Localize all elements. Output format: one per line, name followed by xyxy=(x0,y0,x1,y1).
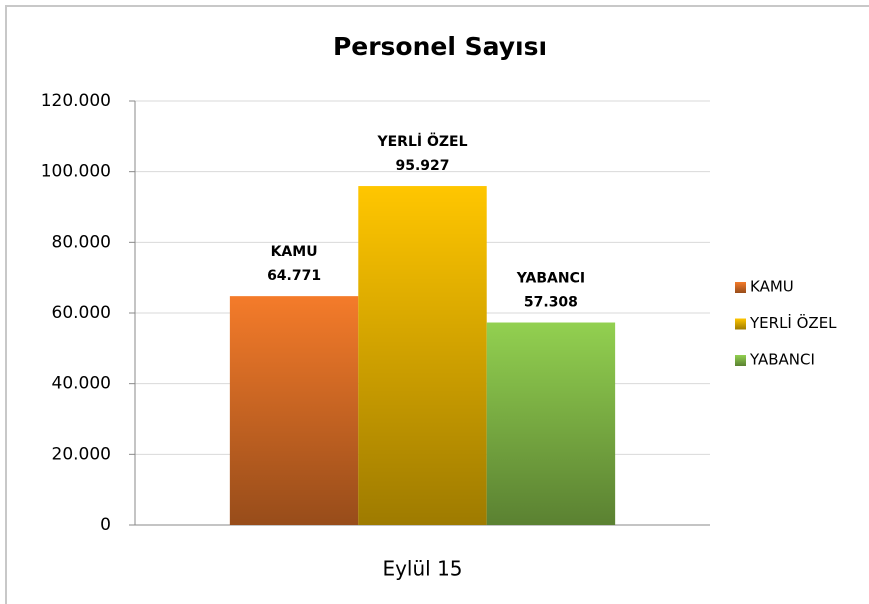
legend-swatch-shade xyxy=(735,282,746,293)
data-label: 95.927 xyxy=(395,158,449,174)
data-label-name: YERLİ ÖZEL xyxy=(376,132,467,150)
legend-label: KAMU xyxy=(750,278,794,296)
y-tick-label: 60.000 xyxy=(52,303,111,323)
y-tick-label: 100.000 xyxy=(41,162,111,182)
bar-shade xyxy=(358,186,487,526)
data-label-name: KAMU xyxy=(271,244,318,260)
bar-shade xyxy=(486,322,616,525)
y-tick-label: 80.000 xyxy=(52,232,111,252)
data-label: 57.308 xyxy=(524,295,578,311)
legend-swatch-shade xyxy=(735,355,746,366)
legend-label: YABANCI xyxy=(749,351,815,369)
x-tick-label: Eylül 15 xyxy=(382,557,462,581)
y-tick-label: 40.000 xyxy=(52,374,111,394)
data-label-name: YABANCI xyxy=(516,271,585,287)
y-tick-label: 0 xyxy=(100,515,111,535)
y-tick-label: 120.000 xyxy=(41,91,111,111)
legend-swatch-shade xyxy=(735,318,746,330)
y-tick-label: 20.000 xyxy=(52,444,111,464)
bar-shade xyxy=(229,296,359,525)
chart-title: Personel Sayısı xyxy=(333,32,547,61)
legend-label: YERLİ ÖZEL xyxy=(749,313,837,332)
data-label: 64.771 xyxy=(267,268,321,284)
chart-frame xyxy=(5,5,869,604)
